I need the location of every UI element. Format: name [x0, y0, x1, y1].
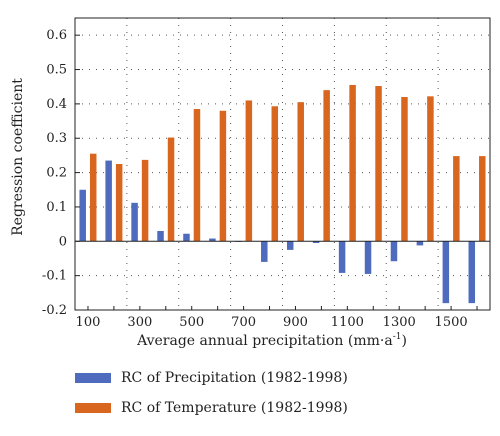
bar-precipitation-300: [131, 202, 138, 242]
bar-temperature-1400: [427, 96, 434, 242]
bar-temperature-700: [245, 100, 253, 242]
bar-temperature-900: [297, 102, 304, 242]
y-tick-label-1: -0.1: [42, 269, 67, 284]
bar-precipitation-400: [157, 230, 164, 242]
x-tick-label-1500: 1500: [435, 315, 468, 330]
bar-precipitation-800: [261, 241, 268, 262]
legend-swatch-temperature: [75, 403, 111, 413]
y-axis-label: Regression coefficient: [10, 78, 26, 236]
bar-precipitation-1400: [416, 241, 424, 246]
legend-item-temperature: RC of Temperature (1982-1998): [75, 398, 348, 418]
bar-precipitation-1000: [312, 241, 320, 244]
legend: RC of Precipitation (1982-1998) RC of Te…: [75, 368, 348, 428]
bar-temperature-1500: [453, 156, 460, 242]
x-tick-label-300: 300: [127, 315, 152, 330]
bar-precipitation-1100: [338, 241, 346, 273]
x-tick-label-1100: 1100: [331, 315, 364, 330]
bar-temperature-400: [167, 137, 175, 242]
legend-label-precipitation: RC of Precipitation (1982-1998): [121, 370, 348, 386]
y-tick-label-0: -0.2: [42, 303, 67, 318]
bar-marks: [79, 84, 486, 304]
y-tick-label-8: 0.6: [46, 28, 67, 43]
bar-temperature-300: [141, 159, 149, 242]
y-tick-label-5: 0.3: [46, 131, 67, 146]
bar-precipitation-900: [286, 241, 294, 250]
x-tick-label-100: 100: [76, 315, 101, 330]
x-tick-label-700: 700: [231, 315, 256, 330]
x-axis-ticks: 100 300 500 700 900 1100 1300 1500: [76, 306, 478, 330]
legend-label-temperature: RC of Temperature (1982-1998): [121, 400, 348, 416]
bar-precipitation-500: [183, 233, 190, 242]
bar-temperature-1300: [401, 97, 408, 242]
bar-temperature-1200: [375, 86, 382, 242]
y-tick-label-6: 0.4: [46, 97, 67, 112]
y-tick-label-4: 0.2: [46, 166, 67, 181]
y-tick-label-2: 0: [59, 234, 67, 249]
bar-precipitation-1200: [364, 241, 372, 274]
bar-temperature-500: [193, 109, 201, 242]
x-tick-label-500: 500: [179, 315, 204, 330]
regression-bar-chart: -0.2 -0.1 0 0.1 0.2 0.3 0.4 0.5 0.6 100 300 500 700…: [10, 17, 491, 349]
x-axis-label: Average annual precipitation (mm·a-1): [136, 332, 407, 349]
x-tick-label-1300: 1300: [383, 315, 416, 330]
bar-precipitation-600: [209, 238, 216, 242]
bar-temperature-1100: [349, 84, 356, 242]
bar-temperature-100: [89, 153, 97, 242]
bar-precipitation-200: [105, 160, 112, 242]
y-tick-label-3: 0.1: [46, 200, 67, 215]
bar-temperature-600: [219, 110, 227, 242]
bar-temperature-200: [115, 164, 123, 242]
bar-precipitation-1600: [468, 241, 476, 304]
y-tick-label-7: 0.5: [46, 63, 67, 78]
bar-temperature-1600: [479, 156, 486, 242]
y-axis-ticks: -0.2 -0.1 0 0.1 0.2 0.3 0.4 0.5 0.6: [42, 28, 80, 318]
bar-temperature-1000: [323, 90, 330, 242]
bar-precipitation-1500: [442, 241, 450, 304]
bar-precipitation-100: [79, 189, 86, 242]
bar-precipitation-1300: [390, 241, 398, 262]
legend-item-precipitation: RC of Precipitation (1982-1998): [75, 368, 348, 388]
legend-swatch-precipitation: [75, 373, 111, 383]
x-tick-label-900: 900: [283, 315, 308, 330]
plot-frame: [74, 17, 491, 311]
bar-temperature-800: [271, 106, 279, 242]
